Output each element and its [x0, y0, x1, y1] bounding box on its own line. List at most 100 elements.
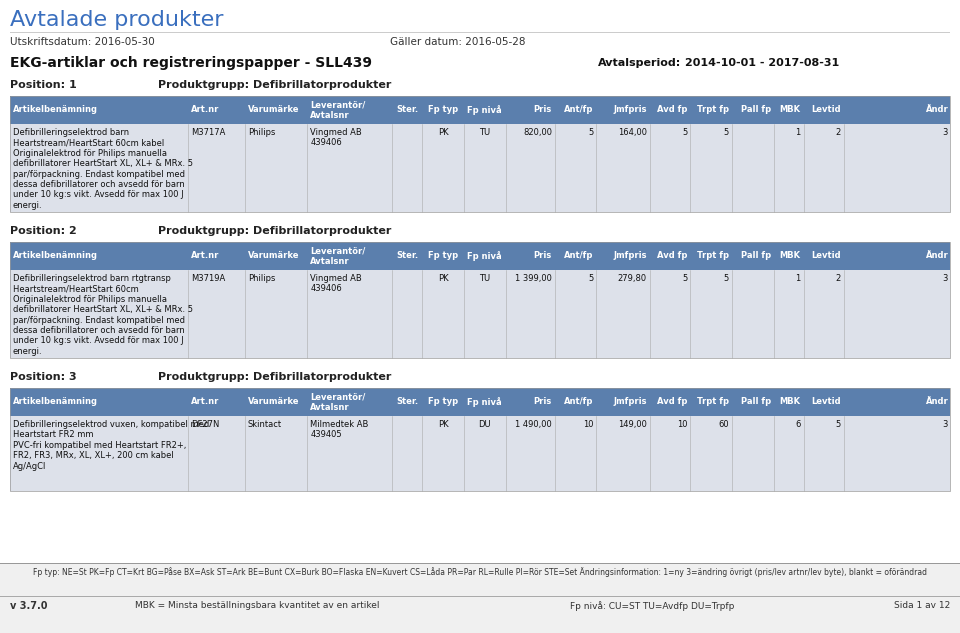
Text: Produktgrupp: Defibrillatorprodukter: Produktgrupp: Defibrillatorprodukter [157, 226, 391, 236]
Bar [10, 32, 950, 33]
Text: Fp nivå: Fp nivå [468, 397, 502, 407]
Text: Fp nivå: Fp nivå [468, 105, 502, 115]
Bar [10, 242, 950, 270]
Text: 3: 3 [942, 420, 948, 429]
Text: Art.nr: Art.nr [191, 251, 220, 261]
Text: 3: 3 [942, 274, 948, 283]
Text: Ändr: Ändr [924, 251, 948, 261]
Text: Levtid: Levtid [811, 106, 841, 115]
Text: Levtid: Levtid [811, 398, 841, 406]
Text: Trpt fp: Trpt fp [697, 398, 729, 406]
Bar [0, 597, 960, 633]
Text: 1 490,00: 1 490,00 [516, 420, 552, 429]
Bar [0, 596, 960, 597]
Text: Artikelbenämning: Artikelbenämning [12, 106, 98, 115]
Text: Position: 3: Position: 3 [10, 372, 76, 382]
Text: Defibrilleringselektrod vuxen, kompatibel med
Heartstart FR2 mm
PVC-fri kompatib: Defibrilleringselektrod vuxen, kompatibe… [12, 420, 209, 470]
Text: 149,00: 149,00 [618, 420, 647, 429]
Bar [10, 416, 950, 491]
Bar [0, 563, 960, 564]
Text: TU: TU [479, 274, 491, 283]
Text: M3717A: M3717A [191, 128, 226, 137]
Text: TU: TU [479, 128, 491, 137]
Text: PK: PK [438, 128, 448, 137]
Text: PK: PK [438, 420, 448, 429]
Text: EKG-artiklar och registreringspapper - SLL439: EKG-artiklar och registreringspapper - S… [10, 56, 372, 70]
Text: Avtalade produkter: Avtalade produkter [10, 10, 224, 30]
Text: 2: 2 [835, 128, 841, 137]
Bar [10, 124, 950, 212]
Text: Jmfpris: Jmfpris [613, 106, 647, 115]
Text: Gäller datum: 2016-05-28: Gäller datum: 2016-05-28 [390, 37, 525, 47]
Text: Produktgrupp: Defibrillatorprodukter: Produktgrupp: Defibrillatorprodukter [157, 80, 391, 90]
Bar [10, 388, 950, 491]
Text: 6: 6 [795, 420, 801, 429]
Bar [0, 564, 960, 596]
Text: Vingmed AB
439406: Vingmed AB 439406 [310, 274, 362, 294]
Text: Ändr: Ändr [924, 106, 948, 115]
Text: MBK: MBK [780, 251, 801, 261]
Text: Artikelbenämning: Artikelbenämning [12, 251, 98, 261]
Text: Fp typ: NE=St PK=Fp CT=Krt BG=Påse BX=Ask ST=Ark BE=Bunt CX=Burk BO=Flaska EN=Ku: Fp typ: NE=St PK=Fp CT=Krt BG=Påse BX=As… [33, 567, 927, 577]
Text: Pris: Pris [534, 106, 552, 115]
Text: 2: 2 [835, 274, 841, 283]
Text: 3: 3 [942, 128, 948, 137]
Text: 5: 5 [835, 420, 841, 429]
Text: Pall fp: Pall fp [740, 106, 771, 115]
Text: 5: 5 [682, 128, 687, 137]
Text: Avd fp: Avd fp [657, 106, 687, 115]
Text: 5: 5 [723, 274, 729, 283]
Bar [10, 96, 950, 212]
Text: Artikelbenämning: Artikelbenämning [12, 398, 98, 406]
Text: Position: 1: Position: 1 [10, 80, 77, 90]
Text: v 3.7.0: v 3.7.0 [10, 601, 47, 611]
Text: M3719A: M3719A [191, 274, 226, 283]
Text: Jmfpris: Jmfpris [613, 398, 647, 406]
Text: 5: 5 [588, 274, 593, 283]
Bar [10, 96, 950, 124]
Text: Fp typ: Fp typ [428, 106, 458, 115]
Text: Fp typ: Fp typ [428, 398, 458, 406]
Text: Ster.: Ster. [396, 398, 419, 406]
Text: 5: 5 [682, 274, 687, 283]
Text: 820,00: 820,00 [523, 128, 552, 137]
Text: Pris: Pris [534, 398, 552, 406]
Text: 164,00: 164,00 [618, 128, 647, 137]
Text: 279,80: 279,80 [618, 274, 647, 283]
Text: Levtid: Levtid [811, 251, 841, 261]
Text: DU: DU [478, 420, 492, 429]
Text: Avd fp: Avd fp [657, 398, 687, 406]
Text: MBK: MBK [780, 106, 801, 115]
Text: Art.nr: Art.nr [191, 398, 220, 406]
Text: Pall fp: Pall fp [740, 398, 771, 406]
Text: Skintact: Skintact [248, 420, 282, 429]
Text: Pall fp: Pall fp [740, 251, 771, 261]
Text: PK: PK [438, 274, 448, 283]
Text: MBK = Minsta beställningsbara kvantitet av en artikel: MBK = Minsta beställningsbara kvantitet … [135, 601, 379, 610]
Text: DF27N: DF27N [191, 420, 220, 429]
Text: Fp nivå: CU=ST TU=Avdfp DU=Trpfp: Fp nivå: CU=ST TU=Avdfp DU=Trpfp [570, 601, 734, 611]
Text: 1: 1 [795, 274, 801, 283]
Text: Milmedtek AB
439405: Milmedtek AB 439405 [310, 420, 369, 439]
Text: Leverantör/
Avtalsnr: Leverantör/ Avtalsnr [310, 100, 366, 120]
Text: 2014-10-01 - 2017-08-31: 2014-10-01 - 2017-08-31 [685, 58, 839, 68]
Text: Ant/fp: Ant/fp [564, 106, 593, 115]
Text: Trpt fp: Trpt fp [697, 106, 729, 115]
Text: Leverantör/
Avtalsnr: Leverantör/ Avtalsnr [310, 392, 366, 411]
Text: Varumärke: Varumärke [248, 106, 300, 115]
Text: Sida 1 av 12: Sida 1 av 12 [894, 601, 950, 610]
Text: Ant/fp: Ant/fp [564, 251, 593, 261]
Text: 10: 10 [677, 420, 687, 429]
Text: Utskriftsdatum: 2016-05-30: Utskriftsdatum: 2016-05-30 [10, 37, 155, 47]
Bar [10, 388, 950, 416]
Text: Ant/fp: Ant/fp [564, 398, 593, 406]
Text: Defibrilleringselektrod barn
Heartstream/HeartStart 60cm kabel
Originalelektrod : Defibrilleringselektrod barn Heartstream… [12, 128, 193, 210]
Text: Pris: Pris [534, 251, 552, 261]
Text: Produktgrupp: Defibrillatorprodukter: Produktgrupp: Defibrillatorprodukter [157, 372, 391, 382]
Text: 60: 60 [718, 420, 729, 429]
Text: 10: 10 [583, 420, 593, 429]
Text: 1: 1 [795, 128, 801, 137]
Text: Ster.: Ster. [396, 251, 419, 261]
Text: Trpt fp: Trpt fp [697, 251, 729, 261]
Text: Ändr: Ändr [924, 398, 948, 406]
